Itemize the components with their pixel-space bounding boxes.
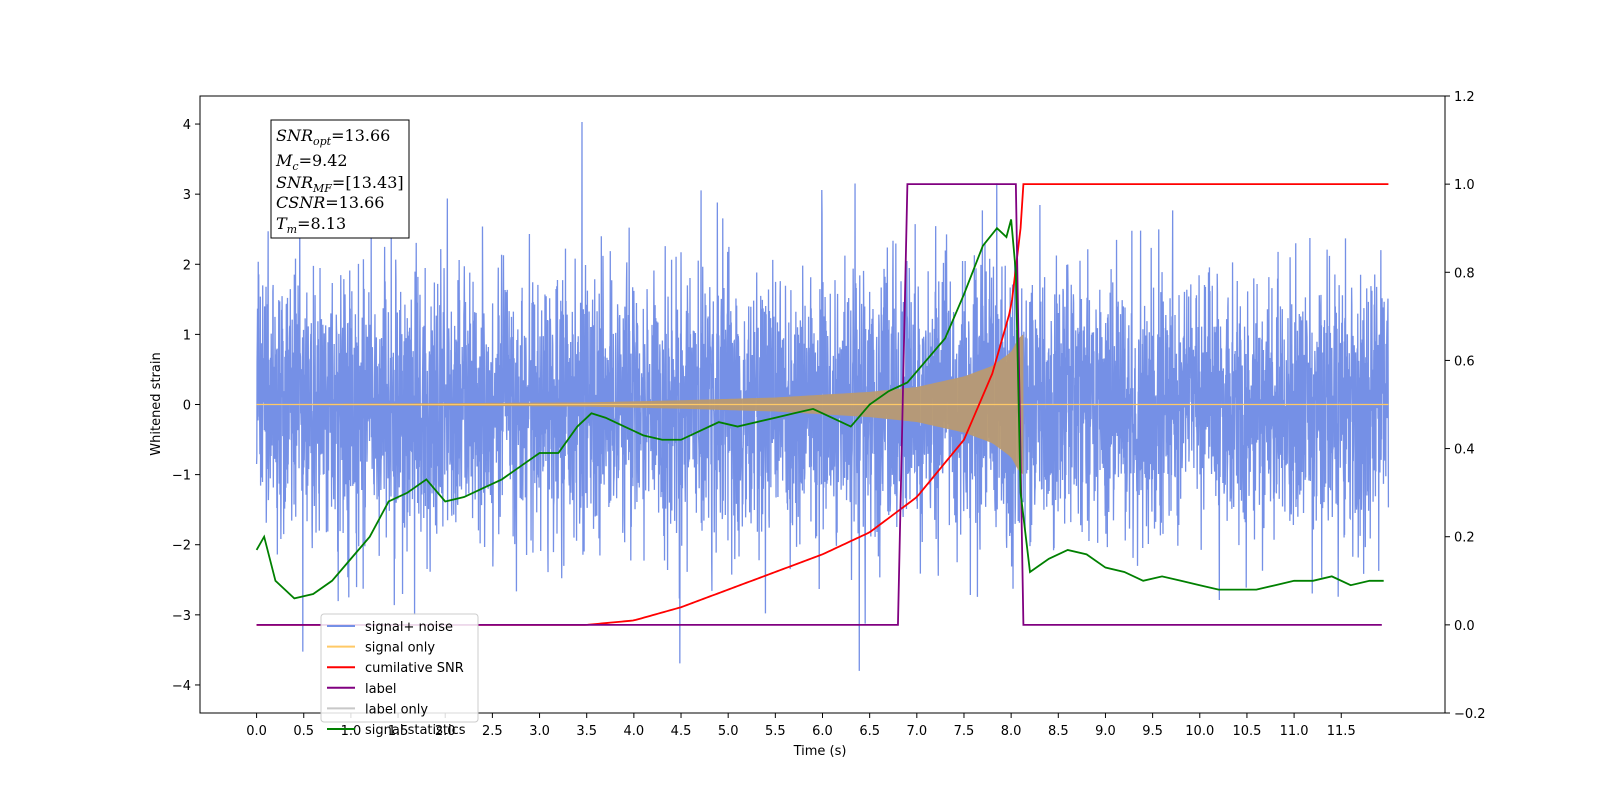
x-tick-label: 6.5: [859, 724, 880, 739]
y-tick-label: 0: [183, 399, 191, 414]
y-axis-right: 1.2 1.0 0.8 0.6 0.4 0.2 0.0 −0.2: [1445, 90, 1486, 722]
legend-entry: label: [327, 682, 396, 697]
x-tick-label: 0.5: [293, 724, 314, 739]
y2-tick-label: 1.0: [1454, 178, 1475, 193]
annotation-tm: Tm=8.13: [276, 214, 346, 236]
x-tick-label: 2.0: [435, 724, 456, 739]
y2-tick-label: 0.2: [1454, 531, 1475, 546]
legend-entry: signal statistics: [327, 723, 466, 738]
legend-label: label: [365, 682, 396, 697]
y2-tick-label: 0.8: [1454, 266, 1475, 281]
y-tick-label: −2: [172, 539, 191, 554]
y2-tick-label: 0.6: [1454, 354, 1475, 369]
stats-annotation-box: SNRopt=13.66 Mc=9.42 SNRMF=[13.43] CSNR=…: [270, 119, 410, 239]
legend-entry: signal+ noise: [327, 620, 453, 635]
x-axis: 0.0 0.5 1.0 1.5 2.0 2.5 3.0 3.5 4.0 4.5 5.0 5.5 6.0 6…: [246, 713, 1356, 739]
legend-label: label only: [365, 702, 428, 717]
x-tick-label: 4.5: [671, 724, 692, 739]
y-axis-left: 4 3 2 1 0 −1 −2 −3 −4: [172, 118, 200, 694]
y-tick-label: −1: [172, 469, 191, 484]
x-tick-label: 3.5: [576, 724, 597, 739]
x-tick-label: 3.0: [529, 724, 550, 739]
y2-tick-label: 1.2: [1454, 90, 1475, 105]
x-tick-label: 10.0: [1185, 724, 1214, 739]
x-tick-label: 5.0: [718, 724, 739, 739]
x-tick-label: 11.0: [1280, 724, 1309, 739]
legend-entry: label only: [327, 702, 428, 717]
line-signal-statistics: [255, 219, 1384, 600]
x-tick-label: 2.5: [482, 724, 503, 739]
x-tick-label: 5.5: [765, 724, 786, 739]
annotation-snr-opt: SNRopt=13.66: [276, 126, 390, 148]
x-tick-label: 4.0: [624, 724, 645, 739]
y-axis-label: Whitened strain: [149, 352, 164, 455]
x-tick-label: 11.5: [1327, 724, 1356, 739]
legend-label: signal statistics: [365, 723, 466, 738]
annotation-csnr: CSNR=13.66: [276, 193, 384, 212]
y-tick-label: −3: [172, 609, 191, 624]
line-label: [256, 183, 1382, 626]
x-tick-label: 6.0: [812, 724, 833, 739]
legend-label: signal+ noise: [365, 620, 453, 635]
x-tick-label: 1.0: [341, 724, 362, 739]
series-signal-only: [256, 334, 1389, 475]
y-tick-label: −4: [172, 679, 191, 694]
x-tick-label: 10.5: [1232, 724, 1261, 739]
x-tick-label: 7.5: [954, 724, 975, 739]
y-tick-label: 3: [183, 188, 191, 203]
y-tick-label: 4: [183, 118, 191, 133]
legend-entry: signal only: [327, 641, 435, 656]
line-signal-plus-noise: [255, 121, 1390, 671]
annotation-mc: Mc=9.42: [275, 151, 348, 173]
series-signal-plus-noise: [255, 121, 1390, 671]
x-tick-label: 0.0: [246, 724, 267, 739]
legend-entry: cumilative SNR: [327, 661, 464, 676]
legend: signal+ noise signal only cumilative SNR la…: [320, 613, 479, 738]
x-tick-label: 8.0: [1001, 724, 1022, 739]
x-tick-label: 7.0: [906, 724, 927, 739]
x-tick-label: 8.5: [1048, 724, 1069, 739]
x-tick-label: 9.5: [1142, 724, 1163, 739]
y2-tick-label: 0.0: [1454, 619, 1475, 634]
y-tick-label: 1: [183, 328, 191, 343]
x-tick-label: 9.0: [1095, 724, 1116, 739]
x-axis-label: Time (s): [793, 744, 847, 759]
series-signal-statistics: [255, 219, 1384, 600]
annotation-snr-mf: SNRMF=[13.43]: [276, 173, 404, 195]
series-label: [256, 183, 1382, 626]
y2-tick-label: 0.4: [1454, 443, 1475, 458]
legend-label: cumilative SNR: [365, 661, 464, 676]
y2-tick-label: −0.2: [1454, 707, 1486, 722]
legend-label: signal only: [365, 641, 435, 656]
x-tick-label: 1.5: [388, 724, 409, 739]
y-tick-label: 2: [183, 258, 191, 273]
